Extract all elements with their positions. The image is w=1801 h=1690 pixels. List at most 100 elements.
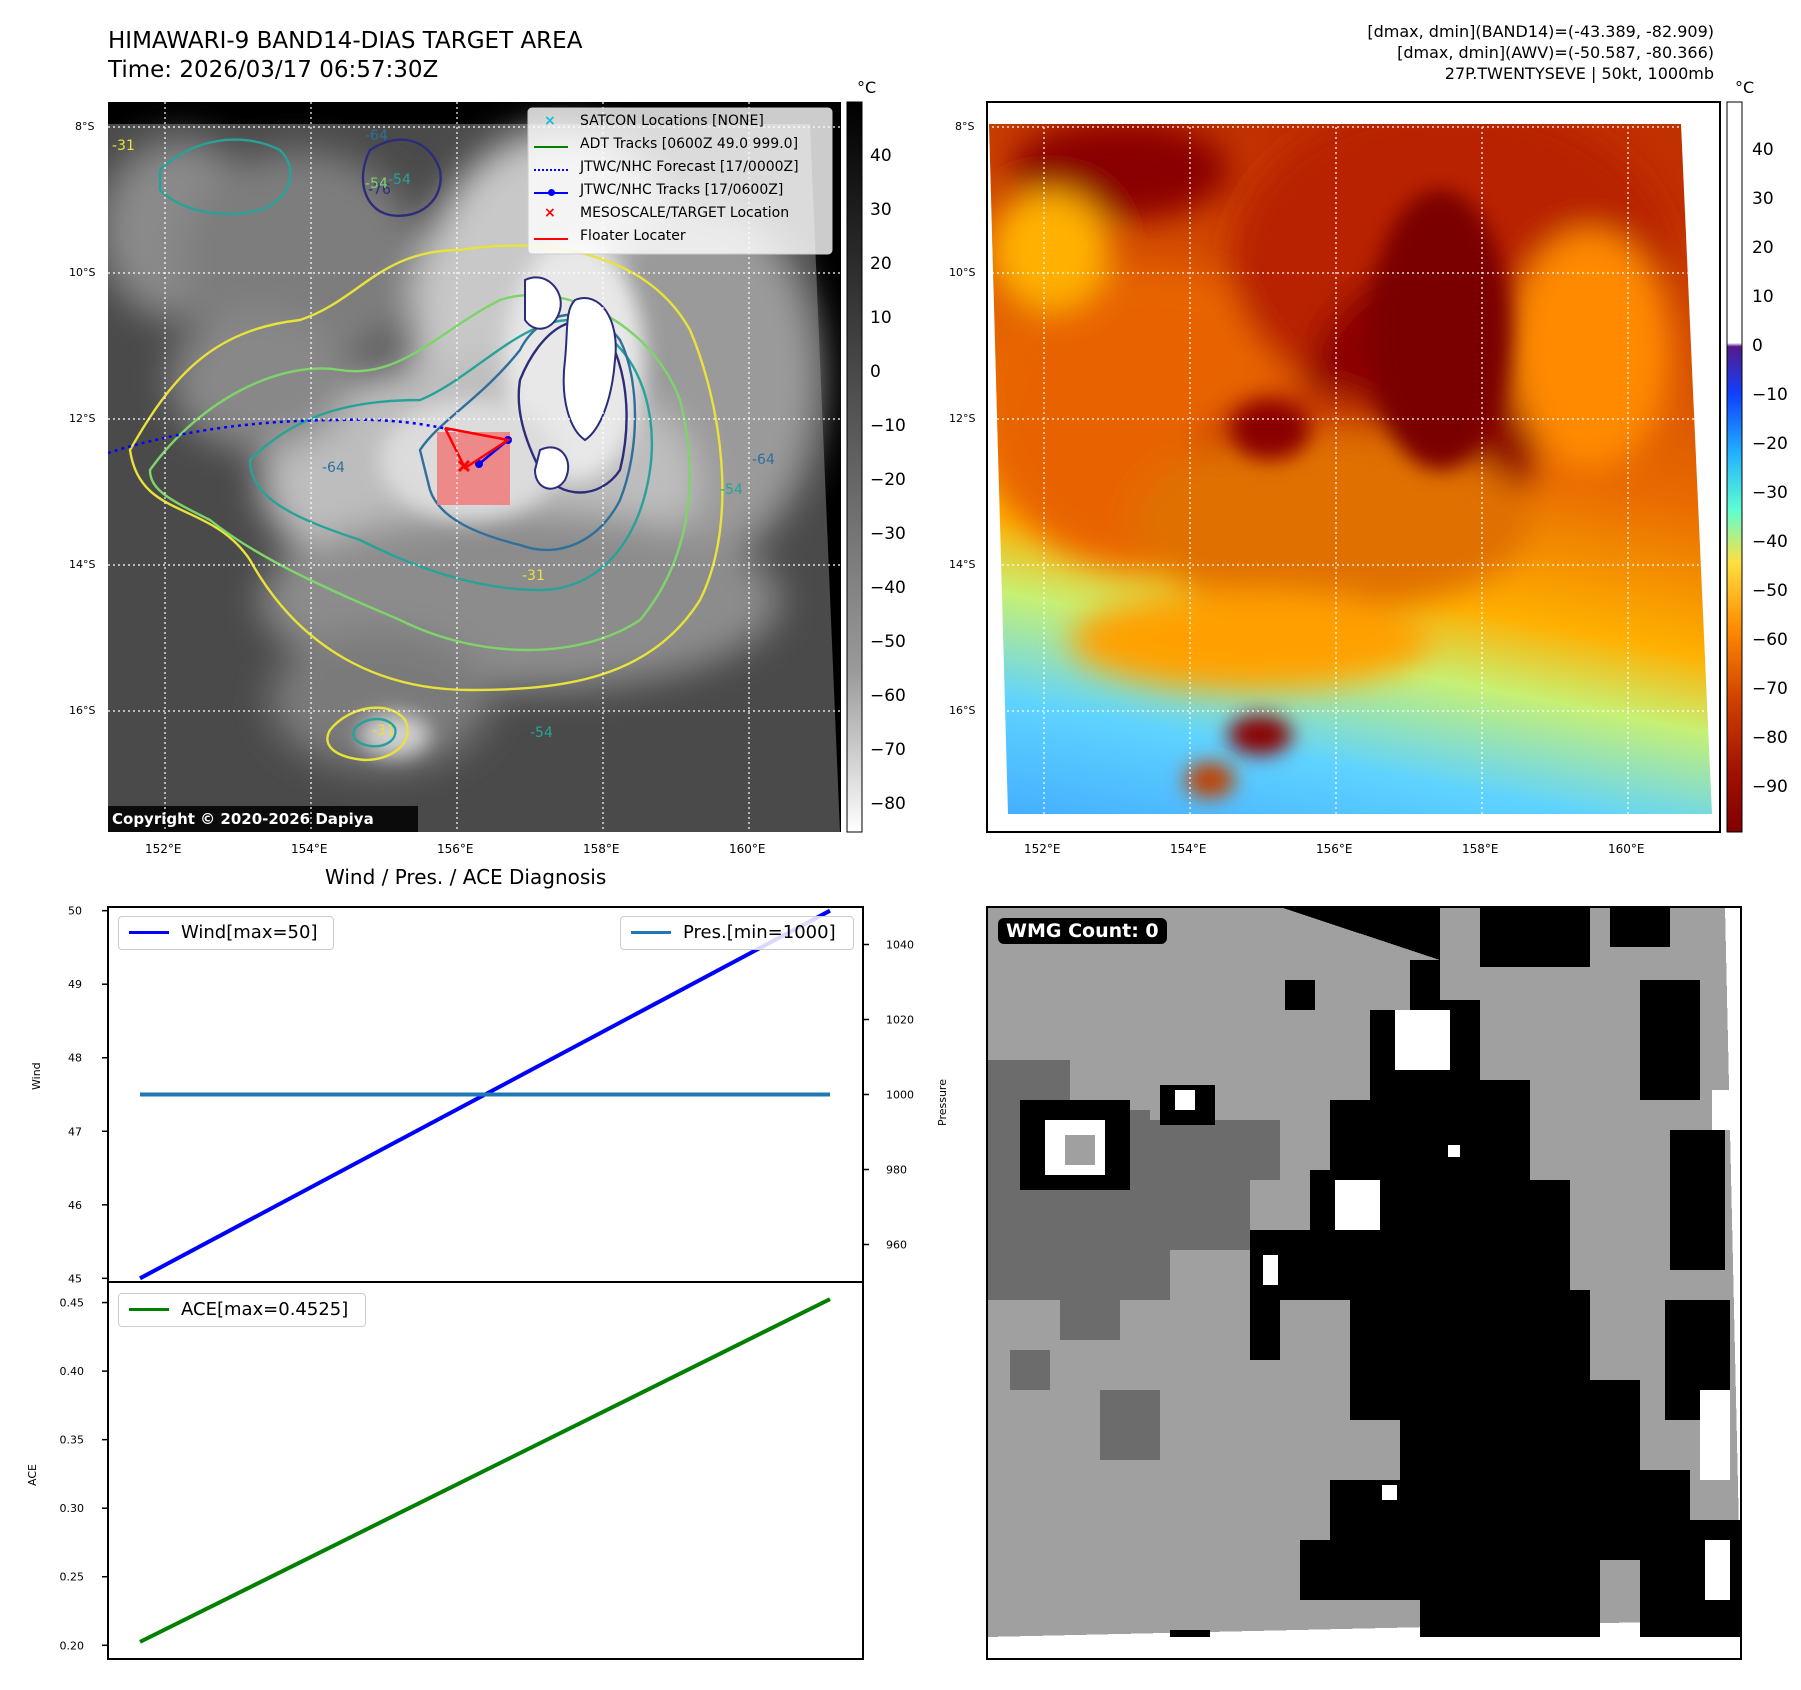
contour-label: -54 xyxy=(365,176,388,192)
wind-tick-label: 46 xyxy=(68,1199,82,1212)
contour-label: -31 xyxy=(372,723,395,739)
legend-symbol-line xyxy=(534,238,568,240)
colorbar-tick: 40 xyxy=(1752,140,1774,160)
lat-label: 12°S xyxy=(69,412,96,425)
lon-label: 160°E xyxy=(1608,842,1645,856)
ace-tick-label: 0.20 xyxy=(60,1639,85,1652)
contour-label: -64 xyxy=(365,128,388,144)
colorbar-tick: 0 xyxy=(1752,336,1763,356)
pres-ticks: 960 980 1000 1020 1040 xyxy=(863,939,914,1252)
colorbar-tick: 40 xyxy=(870,146,892,166)
colorbar-tick: −20 xyxy=(1752,434,1788,454)
colorbar-tick: −50 xyxy=(1752,581,1788,601)
colorbar-tick: 0 xyxy=(870,362,881,382)
pres-tick-label: 1000 xyxy=(886,1089,914,1102)
ace-series-line xyxy=(139,1297,831,1644)
legend-label: SATCON Locations [NONE] xyxy=(580,113,764,129)
lat-label: 10°S xyxy=(949,266,976,279)
panel-title-line2: Time: 2026/03/17 06:57:30Z xyxy=(108,57,439,83)
wind-ticks: 45 46 47 48 49 50 xyxy=(68,905,108,1285)
lat-label: 8°S xyxy=(75,120,95,133)
lon-label: 156°E xyxy=(1316,842,1353,856)
lat-label: 14°S xyxy=(949,558,976,571)
lat-label: 10°S xyxy=(69,266,96,279)
colorbar-tick: −40 xyxy=(870,578,906,598)
contour-label: -31 xyxy=(112,138,135,154)
pres-tick-label: 1020 xyxy=(886,1014,914,1027)
colorbar-tick: −20 xyxy=(870,470,906,490)
diag-lines xyxy=(139,908,831,1644)
colorbar-tick: −80 xyxy=(870,794,906,814)
tr-colorbar xyxy=(1726,101,1743,833)
wind-tick-label: 48 xyxy=(68,1052,82,1065)
tr-header-line3: 27P.TWENTYSEVE | 50kt, 1000mb xyxy=(1444,64,1714,83)
colorbar-tick: −90 xyxy=(1752,777,1788,797)
colorbar-tick: −30 xyxy=(870,524,906,544)
lat-label: 8°S xyxy=(955,120,975,133)
tl-legend xyxy=(527,107,833,255)
legend-symbol-x: × xyxy=(544,205,556,221)
panel-title-line1: HIMAWARI-9 BAND14-DIAS TARGET AREA xyxy=(108,28,583,54)
lon-label: 160°E xyxy=(729,842,766,856)
colorbar-tick: 30 xyxy=(1752,189,1774,209)
colorbar-tick: −70 xyxy=(1752,679,1788,699)
lat-label: 12°S xyxy=(949,412,976,425)
ace-ticks: 0.20 0.25 0.30 0.35 0.40 0.45 xyxy=(60,1297,108,1652)
contour-label: -31 xyxy=(522,568,545,584)
lon-label: 152°E xyxy=(1024,842,1061,856)
tr-gridlines xyxy=(989,124,1712,814)
legend-label: ADT Tracks [0600Z 49.0 999.0] xyxy=(580,136,799,152)
lon-label: 154°E xyxy=(1170,842,1207,856)
pres-legend-swatch xyxy=(631,931,671,934)
colorbar-tick: 10 xyxy=(1752,287,1774,307)
ace-legend-label: ACE[max=0.4525] xyxy=(181,1299,349,1320)
contour-label: -76 xyxy=(368,182,391,198)
tr-header-line1: [dmax, dmin](BAND14)=(-43.389, -82.909) xyxy=(1367,22,1714,41)
legend-symbol-dotted xyxy=(534,169,568,171)
wind-tick-label: 49 xyxy=(68,978,82,991)
colorbar-tick: −60 xyxy=(1752,630,1788,650)
wind-legend-label: Wind[max=50] xyxy=(181,922,318,943)
lon-label: 158°E xyxy=(1462,842,1499,856)
legend-symbol-x: × xyxy=(544,113,556,129)
legend-symbol-line xyxy=(534,146,568,148)
legend-symbol-dot xyxy=(548,189,555,196)
wmg-count-badge: WMG Count: 0 xyxy=(998,918,1167,944)
wmg-count-text: WMG Count: 0 xyxy=(1006,920,1159,942)
colorbar-tick: 20 xyxy=(1752,238,1774,258)
lon-label: 152°E xyxy=(145,842,182,856)
wind-tick-label: 45 xyxy=(68,1272,82,1285)
tl-colorbar xyxy=(846,101,863,833)
colorbar-tick: 30 xyxy=(870,200,892,220)
contour-label: -54 xyxy=(720,482,743,498)
wind-tick-label: 47 xyxy=(68,1125,82,1138)
lon-label: 154°E xyxy=(291,842,328,856)
colorbar-tick: −60 xyxy=(870,686,906,706)
colorbar-tick: 10 xyxy=(870,308,892,328)
colorbar-tick: −70 xyxy=(870,740,906,760)
lat-label: 16°S xyxy=(949,704,976,717)
lat-label: 16°S xyxy=(69,704,96,717)
copyright-text: Copyright © 2020-2026 Dapiya xyxy=(112,810,374,828)
ace-legend: ACE[max=0.4525] xyxy=(118,1293,366,1327)
lon-label: 156°E xyxy=(437,842,474,856)
lat-label: 14°S xyxy=(69,558,96,571)
ace-tick-label: 0.35 xyxy=(60,1434,85,1447)
tr-header-line2: [dmax, dmin](AWV)=(-50.587, -80.366) xyxy=(1397,43,1714,62)
colorbar-tick: 20 xyxy=(870,254,892,274)
ace-tick-label: 0.25 xyxy=(60,1571,85,1584)
ace-legend-swatch xyxy=(129,1308,169,1311)
wind-legend-swatch xyxy=(129,931,169,934)
contour-label: -64 xyxy=(752,452,775,468)
colorbar-tick: −50 xyxy=(870,632,906,652)
contour-label: -54 xyxy=(530,725,553,741)
legend-label: JTWC/NHC Tracks [17/0600Z] xyxy=(580,182,784,198)
pres-tick-label: 980 xyxy=(886,1164,907,1177)
legend-label: JTWC/NHC Forecast [17/0000Z] xyxy=(580,159,799,175)
pres-tick-label: 1040 xyxy=(886,939,914,952)
